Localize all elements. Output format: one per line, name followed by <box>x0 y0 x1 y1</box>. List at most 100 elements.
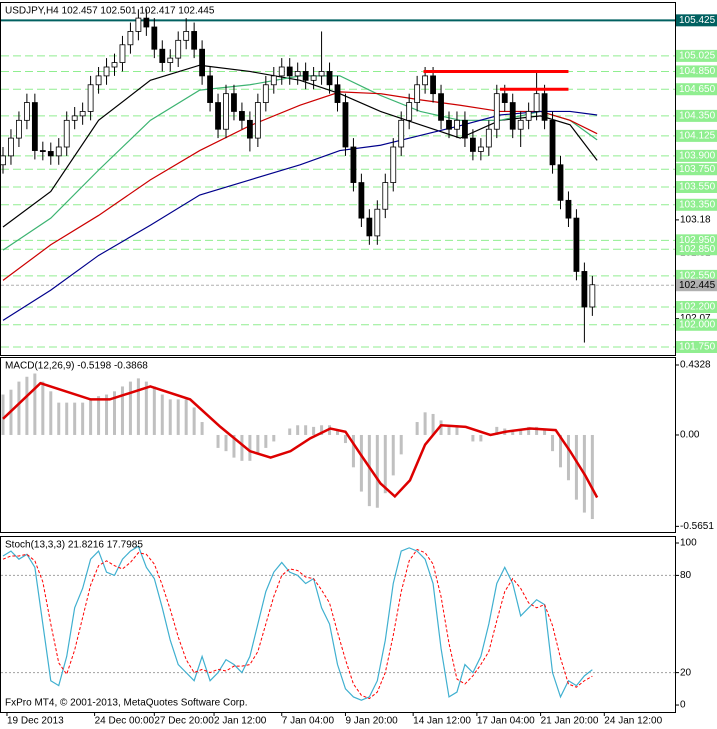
level-box <box>676 109 717 122</box>
level-box <box>676 269 717 282</box>
highlight-label: 105.425 <box>679 15 716 26</box>
current-price-box <box>676 279 717 292</box>
candle-body <box>350 146 357 183</box>
macd-pane <box>0 357 676 533</box>
histogram-bar <box>113 391 116 435</box>
candle-body <box>334 84 341 103</box>
x-tick-label: 24 Dec 00:00 <box>95 716 155 727</box>
candle-body <box>581 271 588 308</box>
candle-body <box>469 137 476 152</box>
histogram-bar <box>144 381 148 435</box>
histogram-bar <box>240 434 244 461</box>
stoch-pane <box>0 536 676 713</box>
candle-body <box>342 102 349 148</box>
candle-body <box>430 75 436 95</box>
candle-body <box>446 119 452 130</box>
histogram-bar <box>81 402 85 435</box>
level-label: 103.550 <box>679 182 716 193</box>
histogram-bar <box>359 434 363 492</box>
candle-body <box>438 93 444 121</box>
x-tick-label: 19 Dec 2013 <box>7 716 64 727</box>
candle-body <box>167 57 174 63</box>
y-tick-label: 102.07 <box>680 313 711 324</box>
line <box>2 545 593 701</box>
histogram-bar <box>343 434 347 444</box>
pane-title: MACD(12,26,9) -0.5198 -0.3868 <box>5 361 148 372</box>
candle-body <box>246 119 253 139</box>
candle-body <box>159 48 166 63</box>
candle-body <box>270 75 277 86</box>
histogram-bar <box>41 381 45 435</box>
line <box>2 381 599 499</box>
histogram-bar <box>351 434 355 468</box>
histogram-bar <box>224 434 228 452</box>
candle-body <box>199 48 206 77</box>
candle-body <box>390 146 397 183</box>
histogram-bar <box>176 399 180 435</box>
y-tick-label: 100 <box>680 538 697 549</box>
histogram-bar <box>479 434 483 442</box>
histogram-bar <box>1 394 5 435</box>
level-box <box>676 243 717 256</box>
annotation: FxPro MT4, © 2001-2013, MetaQuotes Softw… <box>5 698 247 709</box>
candle-body <box>302 71 309 81</box>
candle-body <box>223 93 229 130</box>
candle-body <box>509 102 516 130</box>
candle-body <box>382 182 389 210</box>
candle-body <box>589 284 596 308</box>
candle-body <box>454 119 460 130</box>
candle-body <box>477 146 484 152</box>
histogram-bar <box>566 434 570 481</box>
candle-body <box>79 111 86 117</box>
x-tick-label: 2 Jan 12:00 <box>214 716 267 727</box>
level-label: 104.125 <box>679 131 716 142</box>
candle-body <box>119 44 126 63</box>
histogram-bar <box>455 425 459 435</box>
candle-body <box>533 93 540 112</box>
candle-body <box>127 31 134 46</box>
y-tick-label: 0.4328 <box>680 360 711 371</box>
candle-body <box>406 102 413 121</box>
level-label: 103.900 <box>679 151 716 162</box>
histogram-bar <box>367 434 371 507</box>
y-tick-label: 0.00 <box>680 430 700 441</box>
level-label: 102.950 <box>679 235 716 246</box>
candle-body <box>207 75 213 103</box>
histogram-bar <box>136 378 140 435</box>
candle-body <box>239 111 245 121</box>
candle-body <box>557 164 564 201</box>
x-tick-label: 7 Jan 04:00 <box>282 716 335 727</box>
histogram-bar <box>17 381 21 435</box>
y-tick-label: 103.18 <box>680 215 711 226</box>
x-tick-label: 24 Jan 12:00 <box>604 716 662 727</box>
candle-body <box>278 66 285 77</box>
level-box <box>676 341 717 353</box>
y-tick-label: 80 <box>680 570 692 581</box>
histogram-bar <box>264 434 268 448</box>
candle-body <box>215 102 221 130</box>
histogram-bar <box>105 394 109 435</box>
histogram-bar <box>447 425 451 435</box>
histogram-bar <box>49 391 53 435</box>
level-box <box>676 65 717 78</box>
histogram-bar <box>423 412 427 435</box>
histogram-bar <box>535 426 539 435</box>
histogram-bar <box>256 434 260 455</box>
histogram-bar <box>559 434 562 468</box>
histogram-bar <box>288 428 292 435</box>
level-label: 102.000 <box>679 319 716 330</box>
candle-body <box>71 115 78 121</box>
level-label: 104.850 <box>679 66 716 77</box>
histogram-bar <box>383 434 387 494</box>
histogram-bar <box>511 431 515 435</box>
candle-body <box>374 208 381 237</box>
candle-body <box>485 128 492 148</box>
highlight-box <box>676 14 717 27</box>
candle-body <box>286 66 293 77</box>
level-label: 104.650 <box>679 84 716 95</box>
candle-body <box>87 84 94 112</box>
histogram-bar <box>128 381 132 435</box>
histogram-bar <box>296 425 300 435</box>
candle-body <box>191 31 198 50</box>
histogram-bar <box>57 402 61 435</box>
